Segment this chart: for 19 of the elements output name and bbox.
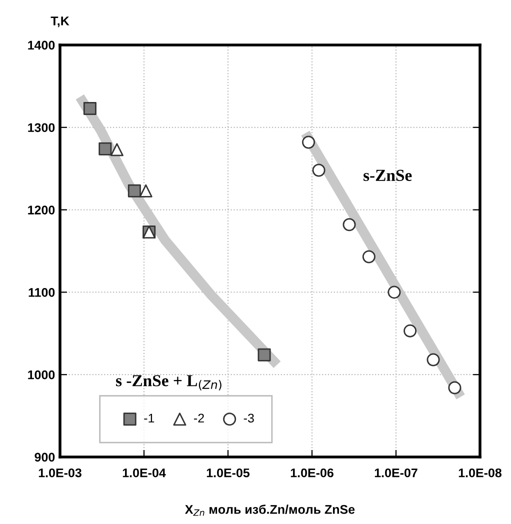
x-tick-label: 1.0E-03 bbox=[38, 468, 82, 478]
x-tick-label: 1.0E-07 bbox=[374, 468, 418, 478]
legend-label: -2 bbox=[194, 414, 204, 422]
y-tick-label: 1200 bbox=[28, 206, 55, 214]
annotation: s-ZnSe bbox=[364, 170, 412, 182]
x-tick-label: 1.0E-06 bbox=[290, 468, 334, 478]
y-tick-label: 1400 bbox=[28, 40, 55, 50]
y-tick-label: 900 bbox=[34, 452, 55, 462]
annotation: s -ZnSe + L$_{(Zn)}$ bbox=[116, 375, 222, 390]
y-tick-label: 1000 bbox=[28, 370, 55, 380]
y-tick-label: 1300 bbox=[28, 123, 55, 132]
x-tick-label: 1.0E-05 bbox=[206, 468, 250, 478]
x-tick-label: 1.0E-08 bbox=[458, 468, 502, 478]
x-axis-title: X$_{Zn}$ моль изб.Zn/моль ZnSe bbox=[184, 504, 355, 516]
legend-label: -3 bbox=[244, 414, 254, 423]
y-axis-title: T,K bbox=[50, 16, 70, 28]
y-tick-label: 1100 bbox=[28, 288, 55, 297]
x-tick-label: 1.0E-04 bbox=[122, 468, 166, 478]
legend-label: -1 bbox=[144, 414, 154, 422]
